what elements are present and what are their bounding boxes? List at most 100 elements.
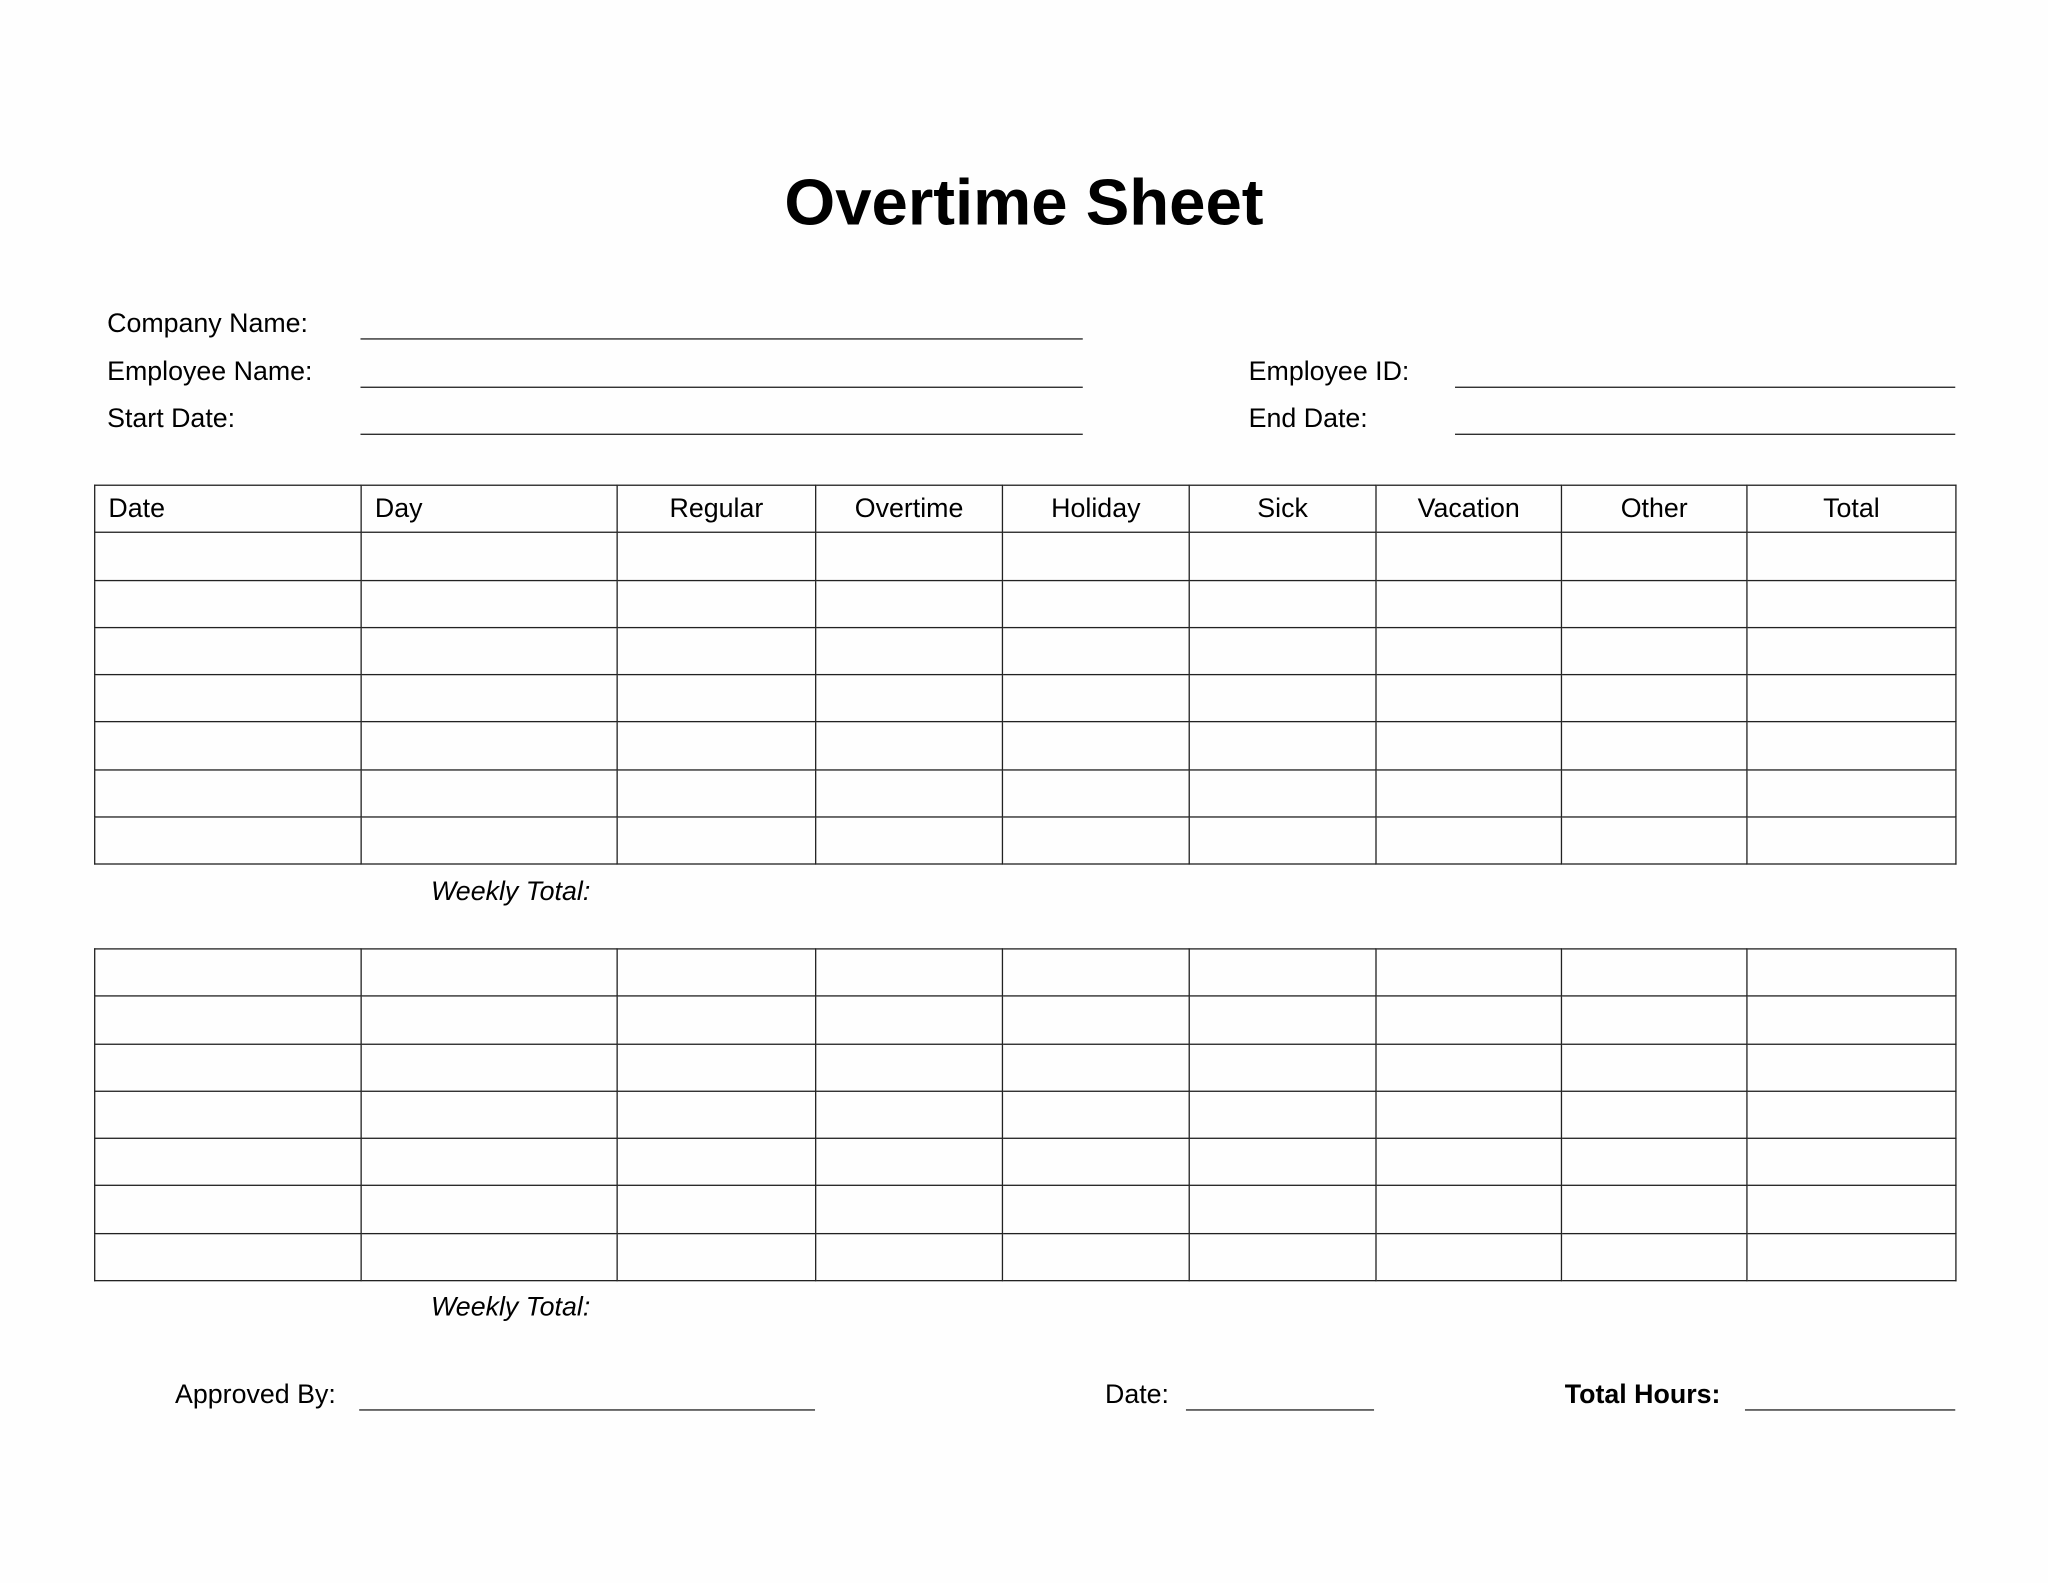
- table-cell-holiday[interactable]: [1001, 626, 1190, 676]
- table-cell-regular[interactable]: [616, 1043, 817, 1092]
- table-cell-sick[interactable]: [1188, 948, 1377, 997]
- table-cell-regular[interactable]: [616, 674, 817, 723]
- table-cell-vacation[interactable]: [1375, 995, 1563, 1045]
- table-cell-date[interactable]: [94, 816, 362, 866]
- table-cell-sick[interactable]: [1188, 1232, 1377, 1282]
- table-cell-day[interactable]: [360, 1090, 618, 1140]
- table-cell-other[interactable]: [1560, 948, 1748, 997]
- table-cell-regular[interactable]: [616, 769, 817, 818]
- table-cell-total[interactable]: [1746, 1090, 1957, 1140]
- table-cell-holiday[interactable]: [1001, 1232, 1190, 1282]
- table-cell-day[interactable]: [360, 1185, 618, 1235]
- table-cell-day[interactable]: [360, 816, 618, 866]
- table-cell-other[interactable]: [1560, 769, 1748, 818]
- table-cell-date[interactable]: [94, 1137, 362, 1187]
- table-cell-other[interactable]: [1560, 995, 1748, 1045]
- table-cell-day[interactable]: [360, 579, 618, 629]
- table-cell-sick[interactable]: [1188, 579, 1377, 629]
- table-cell-vacation[interactable]: [1375, 1232, 1563, 1282]
- table-cell-other[interactable]: [1560, 531, 1748, 581]
- table-cell-regular[interactable]: [616, 1185, 817, 1235]
- table-cell-vacation[interactable]: [1375, 816, 1563, 866]
- table-cell-overtime[interactable]: [815, 769, 1004, 818]
- table-cell-holiday[interactable]: [1001, 721, 1190, 771]
- table-cell-overtime[interactable]: [815, 1232, 1004, 1282]
- table-cell-date[interactable]: [94, 579, 362, 629]
- table-cell-day[interactable]: [360, 721, 618, 771]
- table-cell-overtime[interactable]: [815, 995, 1004, 1045]
- table-cell-holiday[interactable]: [1001, 816, 1190, 866]
- table-cell-overtime[interactable]: [815, 1137, 1004, 1187]
- approval-date-field[interactable]: [1185, 1409, 1375, 1411]
- table-cell-holiday[interactable]: [1001, 579, 1190, 629]
- table-cell-holiday[interactable]: [1001, 1137, 1190, 1187]
- table-cell-date[interactable]: [94, 721, 362, 771]
- table-cell-vacation[interactable]: [1375, 1137, 1563, 1187]
- table-cell-total[interactable]: [1746, 1232, 1957, 1282]
- table-cell-regular[interactable]: [616, 531, 817, 581]
- table-cell-vacation[interactable]: [1375, 1043, 1563, 1092]
- table-cell-other[interactable]: [1560, 674, 1748, 723]
- table-cell-overtime[interactable]: [815, 531, 1004, 581]
- table-cell-total[interactable]: [1746, 626, 1957, 676]
- table-cell-date[interactable]: [94, 1232, 362, 1282]
- table-cell-vacation[interactable]: [1375, 769, 1563, 818]
- table-cell-holiday[interactable]: [1001, 1185, 1190, 1235]
- table-cell-total[interactable]: [1746, 816, 1957, 866]
- table-cell-regular[interactable]: [616, 995, 817, 1045]
- table-cell-vacation[interactable]: [1375, 579, 1563, 629]
- table-cell-holiday[interactable]: [1001, 531, 1190, 581]
- table-cell-overtime[interactable]: [815, 674, 1004, 723]
- table-cell-regular[interactable]: [616, 1137, 817, 1187]
- table-cell-other[interactable]: [1560, 1090, 1748, 1140]
- table-cell-total[interactable]: [1746, 1137, 1957, 1187]
- table-cell-total[interactable]: [1746, 1185, 1957, 1235]
- table-cell-regular[interactable]: [616, 948, 817, 997]
- table-cell-vacation[interactable]: [1375, 674, 1563, 723]
- employee-id-field[interactable]: [1455, 386, 1956, 388]
- table-cell-holiday[interactable]: [1001, 674, 1190, 723]
- table-cell-vacation[interactable]: [1375, 1090, 1563, 1140]
- table-cell-day[interactable]: [360, 948, 618, 997]
- table-cell-regular[interactable]: [616, 1232, 817, 1282]
- table-cell-sick[interactable]: [1188, 1043, 1377, 1092]
- total-hours-field[interactable]: [1744, 1409, 1956, 1411]
- start-date-field[interactable]: [360, 433, 1083, 435]
- table-cell-day[interactable]: [360, 995, 618, 1045]
- table-cell-sick[interactable]: [1188, 816, 1377, 866]
- table-cell-overtime[interactable]: [815, 816, 1004, 866]
- table-cell-date[interactable]: [94, 1043, 362, 1092]
- employee-name-field[interactable]: [360, 386, 1083, 388]
- table-cell-other[interactable]: [1560, 1185, 1748, 1235]
- table-cell-total[interactable]: [1746, 531, 1957, 581]
- table-cell-vacation[interactable]: [1375, 531, 1563, 581]
- table-cell-sick[interactable]: [1188, 1137, 1377, 1187]
- table-cell-day[interactable]: [360, 1232, 618, 1282]
- table-cell-overtime[interactable]: [815, 1090, 1004, 1140]
- table-cell-holiday[interactable]: [1001, 1090, 1190, 1140]
- table-cell-day[interactable]: [360, 626, 618, 676]
- table-cell-day[interactable]: [360, 531, 618, 581]
- table-cell-sick[interactable]: [1188, 995, 1377, 1045]
- table-cell-other[interactable]: [1560, 1137, 1748, 1187]
- table-cell-sick[interactable]: [1188, 721, 1377, 771]
- table-cell-day[interactable]: [360, 674, 618, 723]
- table-cell-overtime[interactable]: [815, 721, 1004, 771]
- table-cell-other[interactable]: [1560, 579, 1748, 629]
- table-cell-sick[interactable]: [1188, 626, 1377, 676]
- table-cell-other[interactable]: [1560, 721, 1748, 771]
- table-cell-holiday[interactable]: [1001, 769, 1190, 818]
- table-cell-overtime[interactable]: [815, 579, 1004, 629]
- table-cell-holiday[interactable]: [1001, 1043, 1190, 1092]
- table-cell-date[interactable]: [94, 769, 362, 818]
- table-cell-date[interactable]: [94, 674, 362, 723]
- table-cell-total[interactable]: [1746, 579, 1957, 629]
- table-cell-regular[interactable]: [616, 721, 817, 771]
- table-cell-date[interactable]: [94, 1185, 362, 1235]
- table-cell-day[interactable]: [360, 769, 618, 818]
- table-cell-date[interactable]: [94, 995, 362, 1045]
- table-cell-vacation[interactable]: [1375, 721, 1563, 771]
- table-cell-total[interactable]: [1746, 948, 1957, 997]
- table-cell-overtime[interactable]: [815, 626, 1004, 676]
- table-cell-sick[interactable]: [1188, 531, 1377, 581]
